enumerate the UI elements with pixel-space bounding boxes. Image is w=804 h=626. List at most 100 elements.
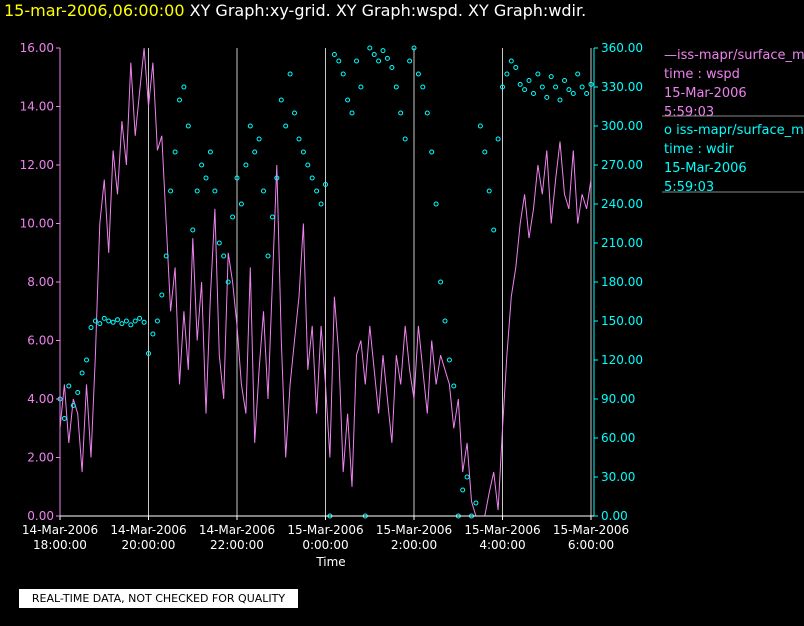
- wdir-point: [464, 474, 470, 480]
- legend-wdir-time: 5:59:03: [664, 180, 715, 195]
- legend-wdir: o iss-mapr/surface_m time : wdir 15-Mar-…: [664, 121, 804, 197]
- wdir-point: [340, 71, 346, 77]
- wdir-point: [287, 71, 293, 77]
- wdir-point: [115, 317, 120, 323]
- y-left-tick-label: 0.00: [27, 509, 54, 523]
- wdir-point: [531, 91, 536, 96]
- wdir-point: [575, 71, 581, 77]
- wdir-point: [513, 65, 519, 70]
- wdir-point: [300, 149, 306, 155]
- wdir-point: [278, 97, 284, 103]
- wdir-point: [66, 383, 72, 389]
- wdir-point: [446, 357, 452, 363]
- wdir-point: [570, 91, 576, 96]
- wdir-point: [393, 84, 399, 90]
- wdir-point: [181, 84, 187, 90]
- y-left-tick-label: 16.00: [20, 41, 54, 55]
- wdir-point: [292, 110, 297, 116]
- wdir-point: [380, 48, 386, 54]
- wdir-point: [247, 123, 253, 129]
- wdir-point: [411, 45, 417, 51]
- y-right-tick-label: 210.00: [601, 236, 643, 250]
- wdir-point: [194, 188, 200, 194]
- wdir-point: [159, 292, 165, 298]
- wdir-point: [588, 81, 594, 87]
- x-tick-label-time: 20:00:00: [122, 538, 176, 552]
- wdir-point: [146, 351, 151, 356]
- wdir-point: [500, 84, 505, 90]
- y-right-tick-label: 120.00: [601, 353, 643, 367]
- wdir-point: [442, 318, 448, 324]
- y-left-tick-label: 8.00: [27, 275, 54, 289]
- legend-wspd-date: 15-Mar-2006: [664, 86, 747, 101]
- wdir-point: [234, 175, 240, 181]
- y-right-tick-label: 30.00: [601, 470, 635, 484]
- wdir-point: [177, 97, 182, 103]
- wdir-point: [482, 149, 488, 155]
- wdir-point: [137, 315, 143, 321]
- y-right-tick-label: 60.00: [601, 431, 635, 445]
- wdir-point: [354, 58, 359, 64]
- wdir-point: [517, 81, 523, 87]
- wdir-point: [274, 175, 280, 181]
- wdir-point: [265, 253, 271, 259]
- x-tick-label-time: 22:00:00: [210, 538, 264, 552]
- y-right-tick-label: 270.00: [601, 158, 643, 172]
- legend-wdir-date: 15-Mar-2006: [664, 161, 747, 176]
- wdir-point: [216, 240, 222, 246]
- wdir-point: [225, 279, 231, 285]
- wdir-point: [495, 136, 501, 142]
- y-right-tick-label: 360.00: [601, 41, 643, 55]
- wdir-point: [566, 87, 572, 93]
- wdir-point: [207, 149, 213, 155]
- wdir-point: [75, 390, 81, 395]
- wdir-point: [256, 136, 262, 142]
- y-left-tick-label: 14.00: [20, 100, 54, 114]
- y-left-tick-label: 12.00: [20, 158, 54, 172]
- wdir-point: [371, 52, 377, 57]
- wdir-point: [358, 84, 364, 90]
- wdir-point: [88, 325, 94, 330]
- legend-wspd: —iss-mapr/surface_m time : wspd 15-Mar-2…: [664, 46, 804, 122]
- x-tick-label-date: 15-Mar-2006: [464, 523, 540, 537]
- x-tick-label-date: 15-Mar-2006: [287, 523, 363, 537]
- wdir-point: [562, 78, 567, 83]
- title-date: 15-mar-2006,06:00:00: [4, 1, 185, 20]
- wdir-point: [539, 84, 545, 90]
- wdir-point: [477, 123, 483, 129]
- title-graphs: XY Graph:xy-grid. XY Graph:wspd. XY Grap…: [184, 1, 587, 20]
- wdir-point: [163, 253, 169, 259]
- x-axis-label: Time: [315, 555, 345, 569]
- wdir-point: [424, 110, 430, 116]
- x-tick-label-time: 0:00:00: [302, 538, 348, 552]
- wdir-point: [101, 315, 107, 321]
- y-right-tick-label: 240.00: [601, 197, 643, 211]
- wdir-point: [283, 123, 289, 129]
- wdir-point: [199, 162, 205, 168]
- x-tick-label-date: 14-Mar-2006: [110, 523, 186, 537]
- legend-wspd-line1: —iss-mapr/surface_m: [664, 46, 804, 65]
- wdir-point: [460, 487, 466, 493]
- wdir-point: [402, 136, 408, 142]
- wdir-point: [61, 416, 67, 421]
- wdir-point: [110, 319, 116, 325]
- wdir-point: [433, 201, 439, 207]
- wdir-point: [123, 318, 129, 324]
- wdir-point: [486, 188, 492, 194]
- x-tick-label-time: 2:00:00: [391, 538, 437, 552]
- wdir-point: [84, 357, 89, 363]
- qc-notice: REAL-TIME DATA, NOT CHECKED FOR QUALITY: [19, 589, 298, 608]
- wdir-point: [336, 58, 342, 64]
- wdir-point: [119, 321, 125, 327]
- wdir-point: [522, 87, 528, 93]
- wdir-point: [230, 214, 236, 220]
- x-tick-label-time: 18:00:00: [33, 538, 87, 552]
- wdir-point: [141, 319, 147, 325]
- wdir-point: [415, 71, 421, 77]
- wdir-point: [97, 321, 103, 327]
- wdir-point: [150, 331, 156, 337]
- wdir-point: [331, 52, 337, 57]
- wdir-point: [132, 318, 138, 324]
